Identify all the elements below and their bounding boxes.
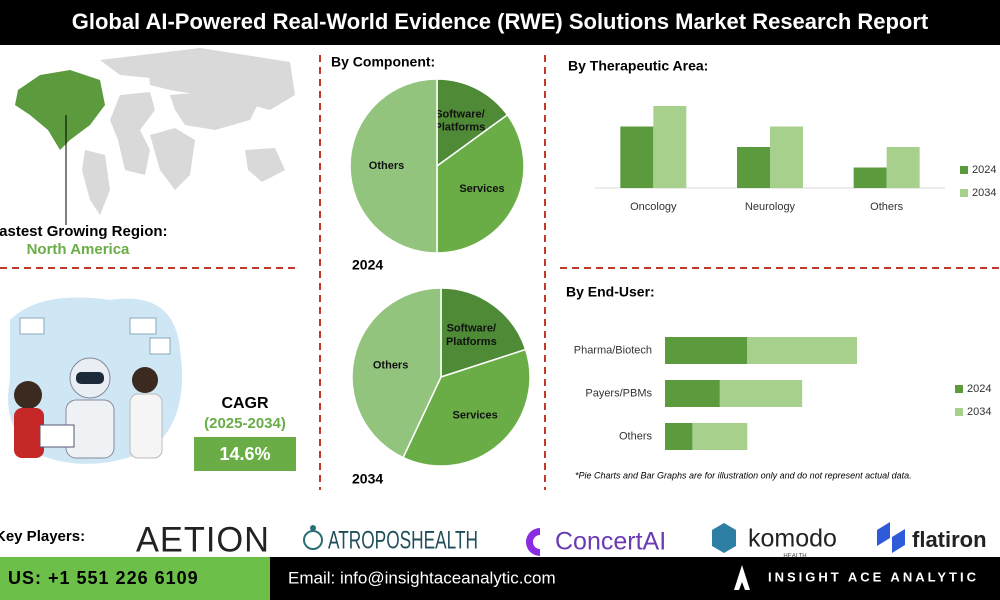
legend-label: 2034: [972, 187, 996, 199]
x-tick-label: Neurology: [745, 201, 796, 213]
company-logo: komodo: [748, 525, 837, 553]
phone-box: [0, 557, 270, 600]
cagr-box: [194, 437, 296, 471]
y-tick-label: Payers/PBMs: [585, 387, 652, 399]
x-tick-label: Oncology: [630, 201, 677, 213]
legend-swatch: [955, 385, 963, 393]
slice-label: Software/Platforms: [435, 108, 486, 133]
pie-year: 2024: [352, 257, 383, 273]
pie-slice: [402, 348, 531, 467]
legend-swatch: [960, 166, 968, 174]
legend-label: 2034: [967, 406, 991, 418]
bar: [747, 337, 857, 364]
region-value: North America: [27, 241, 130, 258]
bar: [665, 423, 693, 450]
bar: [719, 380, 803, 407]
world-map: [15, 48, 295, 225]
phone: US: +1 551 226 6109: [8, 568, 199, 588]
flatiron-icon: [877, 522, 905, 553]
bar: [692, 423, 748, 450]
bar: [737, 147, 770, 188]
region-label: Fastest Growing Region:: [0, 223, 168, 240]
pie-slice: [436, 113, 525, 254]
komodo-icon: [712, 523, 736, 553]
section-title: By End-User:: [566, 284, 655, 300]
key-players-label: Key Players:: [0, 528, 85, 545]
bar: [886, 147, 920, 188]
brand-icon: [734, 565, 750, 590]
brand: INSIGHT ACE ANALYTIC: [768, 569, 979, 584]
bar: [665, 337, 748, 364]
slice-label: Others: [373, 360, 408, 372]
slice-label: Services: [459, 183, 504, 195]
bar: [620, 126, 654, 188]
pie-year: 2034: [352, 471, 383, 487]
section-title: By Component:: [331, 54, 435, 70]
bar: [665, 380, 720, 407]
section-title: By Therapeutic Area:: [568, 58, 708, 74]
pie-slice: [351, 287, 442, 459]
company-tagline: HEALTH: [783, 554, 806, 560]
slice-label: Others: [369, 160, 404, 172]
cagr-label: CAGR: [221, 395, 269, 412]
legend-label: 2024: [972, 164, 996, 176]
bar: [770, 126, 803, 188]
legend-swatch: [955, 408, 963, 416]
company-logo: flatiron: [912, 527, 987, 552]
y-tick-label: Others: [619, 430, 653, 442]
legend-swatch: [960, 189, 968, 197]
company-logo: AETION: [136, 520, 270, 559]
legend-label: 2024: [967, 383, 991, 395]
header-bar: [0, 0, 1000, 45]
bar: [653, 106, 687, 188]
email: Email: info@insightaceanalytic.com: [288, 568, 556, 587]
cagr-period: (2025-2034): [204, 415, 286, 432]
pie-slice: [440, 287, 527, 379]
slice-label: Software/Platforms: [446, 323, 497, 348]
cagr-value: 14.6%: [219, 444, 270, 464]
ai-illustration: [8, 297, 182, 464]
slice-label: Services: [453, 410, 498, 422]
concertai-icon: [526, 528, 540, 556]
company-logo: ATROPOSHEALTH: [328, 527, 478, 555]
footnote: *Pie Charts and Bar Graphs are for illus…: [575, 470, 912, 480]
atropos-icon: [303, 525, 323, 550]
x-tick-label: Others: [870, 201, 904, 213]
company-logo: ConcertAI: [555, 528, 666, 556]
pie-slice: [349, 78, 438, 254]
pie-slice: [436, 78, 509, 168]
title: Global AI-Powered Real-World Evidence (R…: [72, 9, 929, 34]
y-tick-label: Pharma/Biotech: [574, 344, 652, 356]
bar: [853, 167, 887, 188]
footer-bar: [270, 557, 1000, 600]
